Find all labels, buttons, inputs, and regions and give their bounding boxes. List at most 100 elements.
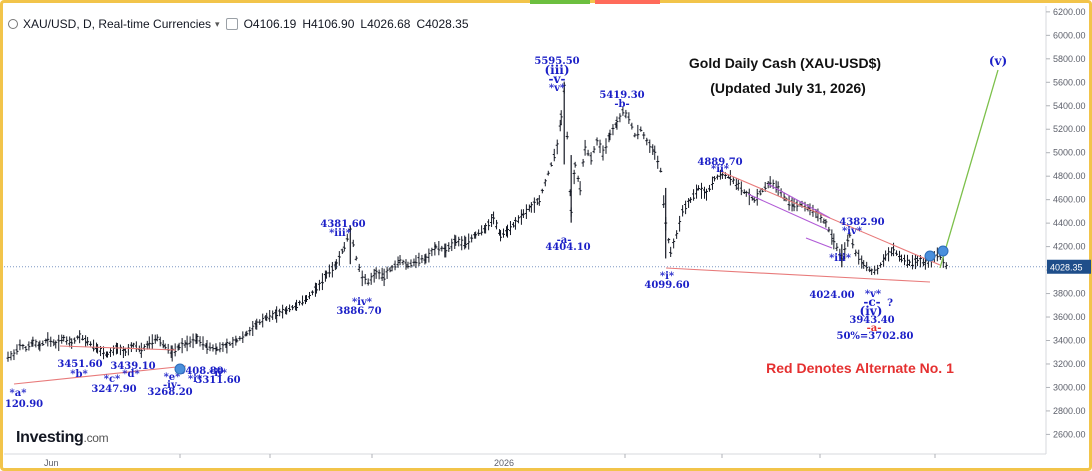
high-value: 4106.90 — [310, 17, 355, 31]
investing-logo: Investing.com — [16, 429, 109, 447]
trendline-lower-left — [13, 365, 187, 385]
wave-label: 3247.90 — [91, 384, 136, 395]
wave-label: *b* — [70, 369, 88, 380]
chart-header: XAU/USD, D, Real-time Currencies ▾ O 4106… — [8, 14, 469, 34]
y-tick-label: 5000.00 — [1053, 148, 1086, 158]
y-tick-label: 4600.00 — [1053, 195, 1086, 205]
wave-label: 4382.90 — [839, 217, 884, 228]
wave-label: *iv* — [842, 226, 863, 237]
brand-name: Investing — [16, 429, 84, 446]
wave-label: -v- — [549, 72, 566, 86]
wave-label: *a* — [10, 388, 28, 399]
top-accent-red — [595, 0, 660, 4]
wave-label: *ii* — [711, 164, 730, 175]
y-tick-label: 5400.00 — [1053, 101, 1086, 111]
wave-label: *i* — [188, 374, 203, 385]
wave-label: 4404.10 — [545, 242, 590, 253]
y-tick-label: 6200.00 — [1053, 7, 1086, 17]
y-tick-label: 6000.00 — [1053, 30, 1086, 40]
y-tick-label: 3600.00 — [1053, 312, 1086, 322]
wave-label: (iv) — [860, 304, 883, 318]
wave-label: 5419.30 — [599, 90, 644, 101]
last-price-label: 4028.35 — [1050, 262, 1083, 272]
y-tick-label: 5600.00 — [1053, 77, 1086, 87]
wave-label: -c- — [863, 295, 880, 309]
y-tick-label: 2800.00 — [1053, 406, 1086, 416]
wave-label: 3451.60 — [57, 359, 102, 370]
close-label: C — [416, 17, 426, 31]
channel-upper — [767, 183, 831, 219]
y-tick-label: 2600.00 — [1053, 429, 1086, 439]
wave-label: 4024.00 — [809, 290, 854, 301]
brand-suffix: .com — [83, 431, 109, 445]
wave-label: *iii* — [829, 253, 852, 264]
projection-line — [939, 69, 999, 269]
y-tick-label: 5200.00 — [1053, 124, 1086, 134]
y-tick-label: 3400.00 — [1053, 336, 1086, 346]
channel-lower — [805, 237, 833, 249]
top-accent-green — [530, 0, 590, 4]
wave-label: -a- — [867, 323, 882, 334]
wave-label: *iii* — [329, 228, 352, 239]
high-label: H — [302, 17, 311, 31]
trendline-lower-right — [665, 267, 931, 283]
chart-subtitle: (Updated July 31, 2026) — [710, 80, 866, 96]
p-marker-icon — [937, 245, 949, 257]
alternate-note: Red Denotes Alternate No. 1 — [766, 360, 954, 376]
last-price-badge — [1047, 259, 1091, 274]
wave-label: 4889.70 — [697, 157, 742, 168]
wave-label: *e* — [164, 372, 182, 383]
wave-label: *c* — [104, 374, 121, 385]
x-tick-label: 2026 — [494, 458, 514, 468]
y-tick-label: 4800.00 — [1053, 171, 1086, 181]
price-bars — [6, 81, 948, 362]
wave-label: 50%=3702.80 — [836, 331, 913, 342]
y-tick-label: 3000.00 — [1053, 382, 1086, 392]
low-label: L — [360, 17, 368, 31]
wave-label: (v) — [989, 54, 1007, 68]
wave-label: -a- — [557, 235, 572, 246]
wave-label: -b- — [614, 99, 629, 110]
wave-label: ? — [887, 298, 893, 309]
wave-label: *ii* — [209, 368, 228, 379]
wave-label: -iv- — [163, 380, 181, 391]
wave-label: *v* — [865, 289, 882, 300]
trendline-upper-right — [721, 171, 941, 266]
wave-label: 3439.10 — [110, 361, 155, 372]
channel-mid — [747, 193, 829, 231]
open-label: O — [243, 17, 253, 31]
chevron-down-icon[interactable]: ▾ — [215, 18, 220, 29]
wave-label: *i* — [660, 271, 675, 282]
wave-label: (iii) — [544, 63, 569, 77]
wave-label: 3268.20 — [147, 387, 192, 398]
wave-label: 3886.70 — [336, 306, 381, 317]
wave-label: 4099.60 — [644, 280, 689, 291]
symbol-icon — [8, 19, 18, 29]
wave-label: 120.90 — [5, 399, 43, 410]
wave-label: *d* — [122, 369, 140, 380]
wave-label: 3408.80 — [178, 366, 223, 377]
wave-label: 3943.40 — [849, 315, 894, 326]
y-tick-label: 3800.00 — [1053, 289, 1086, 299]
wave-label: *iv* — [352, 297, 373, 308]
compare-icon[interactable] — [225, 18, 238, 30]
p-marker-icon — [174, 363, 186, 375]
y-tick-label: 4400.00 — [1053, 218, 1086, 228]
open-value: 4106.19 — [252, 17, 297, 31]
y-tick-label: 4200.00 — [1053, 242, 1086, 252]
wave-label: 5595.50 — [534, 56, 579, 67]
wave-label: 3311.60 — [195, 375, 240, 386]
y-tick-label: 5800.00 — [1053, 54, 1086, 64]
low-value: 4026.68 — [367, 17, 411, 31]
wave-label: 4381.60 — [320, 219, 365, 230]
y-tick-label: 3200.00 — [1053, 359, 1086, 369]
chart-title: Gold Daily Cash (XAU-USD$) — [689, 55, 881, 71]
x-tick-label: Jun — [44, 458, 59, 468]
p-marker-icon — [924, 250, 936, 262]
close-value: 4028.35 — [425, 17, 469, 31]
wave-label: *v* — [549, 83, 566, 94]
symbol-title[interactable]: XAU/USD, D, Real-time Currencies — [23, 17, 212, 31]
trendline-upper-left — [59, 345, 177, 351]
